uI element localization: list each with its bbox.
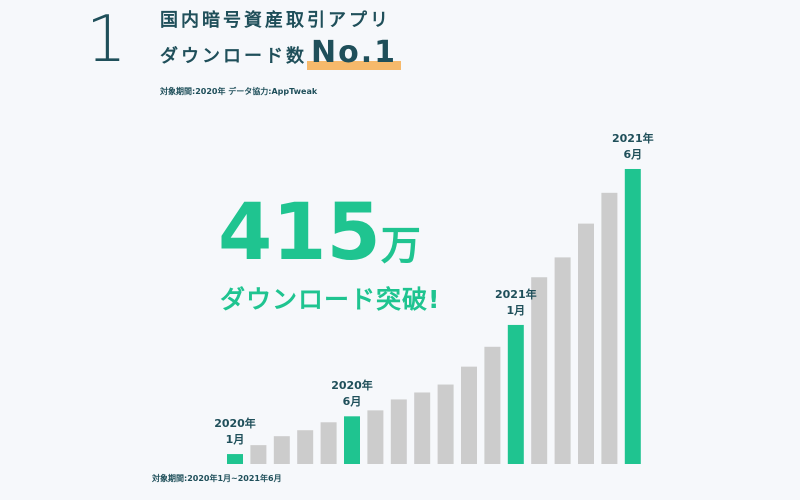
title-rank-badge: No.1 [307,35,401,70]
bar-2020-09 [414,392,431,464]
callout-2020-01: 2020年 1月 [205,416,265,448]
bar-2020-07 [367,410,384,464]
callout-month: 1月 [506,303,526,317]
bar-2021-06 [624,168,641,465]
callout-month: 1月 [225,433,245,447]
bar-2021-05 [601,192,618,464]
callout-year: 2021年 [611,131,654,145]
callout-2021-06: 2021年 6月 [603,131,663,163]
bar-2021-03 [554,257,571,464]
period-note: 対象期間:2020年1月~2021年6月 [152,474,282,483]
callout-month: 6月 [623,147,643,161]
callout-year: 2020年 [331,379,373,393]
callout-month: 6月 [342,395,362,409]
bar-2020-05 [320,422,337,464]
callout-2021-01: 2021年 1月 [486,287,546,319]
bar-2021-01 [507,324,524,464]
callout-2020-06: 2020年 6月 [322,378,382,410]
title-line2-prefix: ダウンロード数 [160,46,307,67]
bar-2020-01 [227,454,243,464]
source-note: 対象期間:2020年 データ協力:AppTweak [160,87,318,96]
bar-2020-04 [297,430,314,464]
rank-number: 1 [86,3,127,77]
headline-unit: 万 [380,223,421,269]
callout-year: 2020年 [214,417,256,431]
title-line2: ダウンロード数 No.1 [160,35,401,72]
bar-2020-11 [461,366,477,464]
bar-2020-08 [390,399,407,464]
page-title: 国内暗号資産取引アプリ ダウンロード数 No.1 [160,8,401,72]
bar-2021-04 [578,223,594,464]
bar-2020-02 [250,445,267,464]
bar-2020-12 [484,346,501,464]
bar-2020-06 [344,416,360,464]
bar-2020-03 [273,436,290,464]
title-line1: 国内暗号資産取引アプリ [160,10,391,31]
bar-2021-02 [531,277,548,464]
headline-subtitle: ダウンロード突破! [220,285,441,314]
callout-year: 2021年 [494,287,537,301]
bar-2020-10 [437,384,454,464]
headline-number: 415万 [218,194,421,272]
headline-value: 415 [218,188,381,278]
